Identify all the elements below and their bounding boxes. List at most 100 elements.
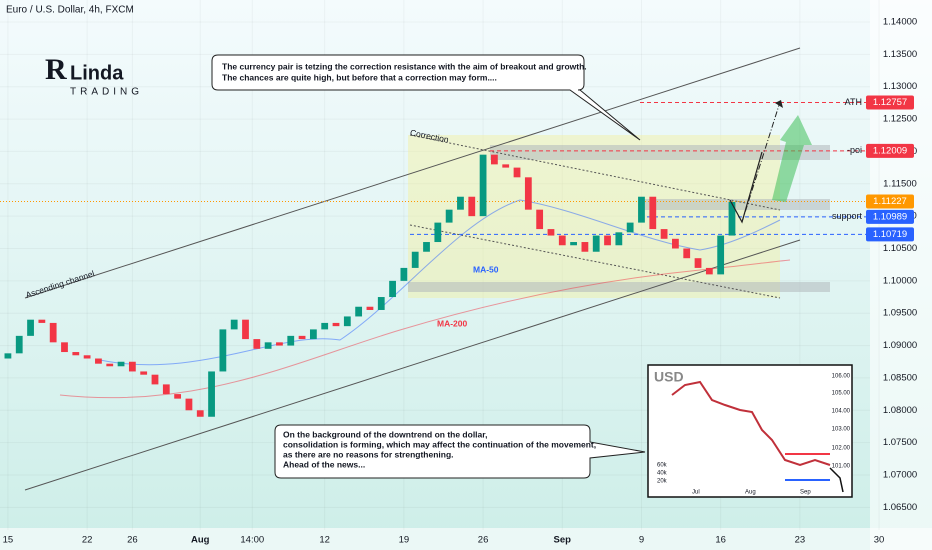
logo-name: Linda	[70, 62, 124, 84]
candle	[411, 251, 419, 268]
logo-sub: TRADING	[70, 87, 143, 98]
candle	[15, 335, 23, 354]
inset-volume: 60k	[657, 463, 668, 469]
y-tick-label: 1.07500	[883, 437, 917, 448]
y-tick-label: 1.11500	[883, 178, 917, 189]
candle	[502, 164, 510, 168]
candle	[4, 353, 12, 359]
y-tick-label: 1.12500	[883, 114, 917, 125]
candle	[83, 355, 91, 359]
y-tick-label: 1.09000	[883, 340, 917, 351]
candle	[558, 235, 566, 246]
candle	[49, 322, 57, 343]
candle	[140, 371, 148, 375]
inset-arrow	[829, 467, 844, 493]
resistance-zone	[490, 145, 830, 160]
candle	[694, 258, 702, 268]
candle	[479, 154, 487, 217]
y-tick-label: 1.13500	[883, 49, 917, 60]
y-tick-label: 1.07000	[883, 470, 917, 481]
candle	[434, 222, 442, 243]
inset-price: 103.00	[832, 427, 851, 433]
level-name: ATH	[845, 97, 862, 107]
x-tick-label: 22	[82, 535, 93, 546]
x-tick-label: Aug	[191, 535, 210, 546]
ma50-label: MA-50	[473, 264, 499, 274]
candle	[513, 167, 521, 178]
candle	[615, 232, 623, 246]
candle	[230, 319, 238, 330]
level-name: -poi	[847, 145, 862, 155]
y-tick-label: 1.08500	[883, 372, 917, 383]
candle	[355, 306, 363, 317]
y-tick-label: 1.08000	[883, 405, 917, 416]
inset-price: 104.00	[832, 409, 851, 415]
candle	[468, 196, 476, 217]
price-tag-label: 1.11227	[873, 196, 907, 207]
logo-mark: R	[45, 53, 67, 86]
correction-lower	[409, 224, 781, 299]
x-tick-label: 19	[399, 535, 410, 546]
candle	[400, 267, 408, 281]
candle	[185, 398, 193, 411]
inset-title: USD	[654, 369, 684, 385]
axes: 1.06500 1.07000 1.07500 1.08000 1.08500 1.090…	[3, 17, 918, 546]
y-tick-label: 1.10000	[883, 275, 917, 286]
inset-frame	[647, 364, 853, 498]
candle	[638, 196, 645, 223]
y-tick-label: 1.13000	[883, 81, 917, 92]
candles	[4, 154, 736, 417]
annotation-box	[211, 54, 641, 141]
channel-upper	[24, 47, 801, 299]
candle	[38, 319, 46, 323]
candle	[106, 363, 114, 367]
x-tick-label: 9	[639, 535, 644, 546]
candle	[570, 242, 577, 246]
candle	[61, 342, 68, 353]
candle	[321, 322, 329, 330]
x-tick-label: 30	[874, 535, 885, 546]
candle	[717, 235, 725, 275]
grid	[0, 0, 880, 530]
annotation-text: On the background of the downtrend on th…	[283, 429, 487, 439]
price-tag	[866, 209, 914, 224]
inset-volume: 40k	[657, 471, 668, 477]
x-tick-label: 23	[795, 535, 806, 546]
inset-month: Aug	[745, 490, 756, 496]
x-tick-label: 26	[127, 535, 138, 546]
price-axis-bg	[870, 0, 932, 550]
inset-month: Jul	[692, 490, 700, 496]
correction-upper	[409, 134, 781, 211]
support-zone	[408, 282, 830, 292]
candle	[366, 306, 374, 310]
level-name: support	[832, 211, 863, 221]
candle	[728, 201, 736, 236]
channel-lower	[24, 239, 801, 491]
bullish-arrow	[772, 115, 812, 202]
annotation-box	[274, 424, 646, 479]
price-tag	[866, 194, 914, 209]
candle	[151, 374, 159, 385]
candle	[377, 297, 385, 310]
candle	[287, 335, 295, 346]
x-tick-label: 14:00	[240, 535, 264, 546]
candle	[253, 339, 261, 349]
candle	[423, 242, 430, 252]
annotation-text: as there are no reasons for strengthenin…	[283, 449, 454, 459]
candle	[242, 319, 249, 340]
candle	[72, 352, 80, 356]
inset-price-line	[671, 380, 831, 467]
y-tick-label: 1.06500	[883, 502, 917, 513]
candle	[117, 361, 125, 367]
time-axis-bg	[0, 528, 932, 550]
y-tick-label: 1.10500	[883, 243, 917, 254]
inset-price: 102.00	[832, 446, 851, 452]
x-tick-label: 26	[478, 535, 489, 546]
price-tag-label: 1.12009	[873, 145, 907, 156]
candle	[343, 316, 351, 327]
annotation-text: The currency pair is tetzing the correct…	[222, 61, 587, 71]
candle	[626, 222, 634, 233]
candle	[196, 410, 204, 417]
candle	[672, 238, 679, 249]
